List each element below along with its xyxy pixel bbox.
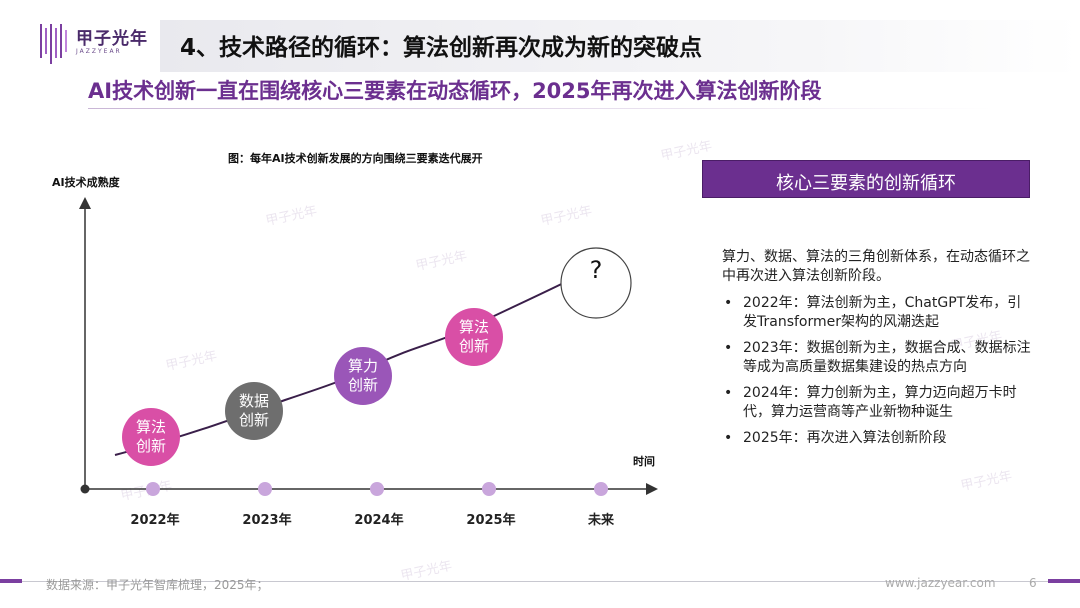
axis-origin-dot [80, 484, 90, 494]
list-item: • 2024年：算力创新为主，算力迈向超万卡时代，算力运营商等产业新物种诞生 [722, 384, 1034, 422]
title-band: 4、技术路径的循环：算法创新再次成为新的突破点 [160, 20, 1080, 72]
brand-name: 甲子光年 [76, 29, 148, 49]
website-link[interactable]: www.jazzyear.com [885, 576, 996, 590]
brand-logo: 甲子光年 JAZZYEAR [38, 18, 148, 68]
list-item-text: 2023年：数据创新为主，数据合成、数据标注等成为高质量数据集建设的热点方向 [743, 340, 1031, 375]
list-item-text: 2024年：算力创新为主，算力迈向超万卡时代，算力运营商等产业新物种诞生 [743, 385, 1017, 420]
year-dot [258, 482, 272, 496]
node-compute-2024 [334, 347, 392, 405]
node-label: 算法 创新 [458, 318, 489, 355]
node-future-label: ? [589, 256, 603, 284]
figure-title: 图：每年AI技术创新发展的方向围绕三要素迭代展开 [228, 152, 483, 165]
list-item: • 2023年：数据创新为主，数据合成、数据标注等成为高质量数据集建设的热点方向 [722, 339, 1034, 377]
footer-accent-left [0, 579, 22, 583]
bullet-icon: • [724, 340, 733, 356]
footer-accent-right [1048, 579, 1080, 583]
bullet-list: • 2022年：算法创新为主，ChatGPT发布，引发Transformer架构的… [722, 294, 1034, 455]
node-label: 算法 创新 [135, 418, 166, 455]
list-item: • 2022年：算法创新为主，ChatGPT发布，引发Transformer架构的… [722, 294, 1034, 332]
node-future [560, 247, 632, 319]
list-item-text: 2022年：算法创新为主，ChatGPT发布，引发Transformer架构的风… [743, 295, 1022, 330]
year-label: 2025年 [466, 513, 516, 528]
y-axis-label: AI技术成熟度 [52, 176, 120, 189]
page-subtitle: AI技术创新一直在围绕核心三要素在动态循环，2025年再次进入算法创新阶段 [88, 79, 822, 103]
logo-mark-icon [40, 24, 67, 64]
year-dot [146, 482, 160, 496]
year-label: 2023年 [242, 513, 292, 528]
year-label: 2022年 [130, 513, 180, 528]
node-data-2023 [225, 382, 283, 440]
divider [88, 108, 993, 109]
panel-header: 核心三要素的创新循环 [702, 160, 1030, 198]
year-dot [594, 482, 608, 496]
node-label: 数据 创新 [238, 392, 269, 429]
list-item-text: 2025年：再次进入算法创新阶段 [743, 430, 947, 446]
year-dot [370, 482, 384, 496]
year-label: 未来 [587, 513, 614, 528]
x-axis-label: 时间 [633, 455, 655, 468]
bullet-icon: • [724, 430, 733, 446]
node-algorithm-2022 [122, 408, 180, 466]
bullet-icon: • [724, 385, 733, 401]
list-item: • 2025年：再次进入算法创新阶段 [722, 429, 1034, 448]
page-title: 4、技术路径的循环：算法创新再次成为新的突破点 [180, 35, 703, 61]
year-dot [482, 482, 496, 496]
page-number: 6 [1029, 576, 1037, 590]
node-label: 算力 创新 [347, 357, 378, 394]
footer-divider [0, 581, 1080, 582]
node-algorithm-2025 [445, 308, 503, 366]
bullet-icon: • [724, 295, 733, 311]
brand-subtitle: JAZZYEAR [76, 48, 122, 55]
year-label: 2024年 [354, 513, 404, 528]
panel-header-title: 核心三要素的创新循环 [776, 173, 956, 194]
panel-intro: 算力、数据、算法的三角创新体系，在动态循环之中再次进入算法创新阶段。 [722, 249, 1030, 284]
data-source: 数据来源：甲子光年智库梳理，2025年； [46, 578, 269, 592]
